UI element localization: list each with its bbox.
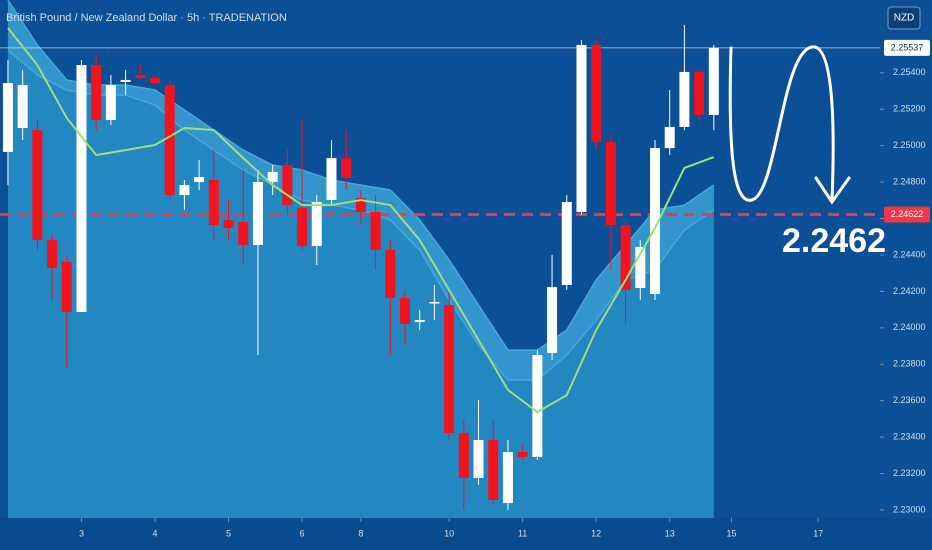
- x-tick-label: 12: [591, 528, 601, 538]
- candle-body: [47, 240, 58, 268]
- candle-body: [370, 212, 381, 251]
- candle-body: [488, 440, 499, 500]
- candle-body: [605, 142, 616, 225]
- candle-body: [414, 320, 425, 323]
- y-tick-label: 2.25000: [893, 140, 926, 150]
- y-tick-label: 2.24800: [893, 177, 926, 187]
- candle-body: [679, 71, 690, 127]
- candle-body: [194, 177, 205, 182]
- candle-body: [61, 261, 72, 313]
- candle-body: [179, 185, 190, 196]
- candle-body: [591, 44, 602, 143]
- currency-box: [887, 6, 921, 30]
- candle-body: [164, 85, 175, 196]
- x-tick-label: 11: [518, 528, 527, 538]
- candle-body: [150, 77, 160, 84]
- x-tick-label: 5: [226, 528, 231, 538]
- candle-body: [620, 224, 631, 290]
- y-tick-label: 2.23600: [893, 395, 926, 405]
- candle-body: [91, 65, 102, 121]
- x-axis-strip: [0, 518, 932, 550]
- candle-body: [355, 197, 366, 213]
- x-tick-label: 8: [358, 528, 363, 538]
- candle-body: [429, 301, 440, 304]
- x-tick-label: 15: [726, 528, 736, 538]
- x-tick-label: 17: [813, 528, 823, 538]
- candle-body: [708, 47, 719, 115]
- candle-body: [311, 201, 322, 247]
- candle-body: [458, 432, 469, 478]
- candle-body: [238, 222, 249, 245]
- candle-body: [400, 297, 410, 325]
- candle-body: [341, 158, 352, 178]
- candle-body: [120, 79, 131, 82]
- candle-body: [282, 165, 293, 206]
- x-tick-label: 4: [152, 528, 157, 538]
- y-tick-label: 2.24200: [893, 286, 926, 296]
- y-tick-label: 2.23000: [893, 504, 926, 514]
- candle-body: [223, 220, 234, 229]
- price-label-box: [884, 39, 930, 56]
- candle-body: [135, 75, 146, 78]
- candle-body: [664, 126, 675, 149]
- candle-body: [385, 250, 396, 298]
- currency-label: NZD: [894, 13, 915, 24]
- annotation: 2.2462: [782, 222, 886, 260]
- x-tick-label: 13: [665, 528, 675, 538]
- candle-body: [635, 246, 646, 288]
- candle-body: [532, 354, 543, 457]
- price-label-box: [884, 206, 930, 223]
- y-tick-label: 2.23800: [893, 359, 926, 369]
- y-tick-label: 2.23200: [893, 468, 926, 478]
- candle-body: [473, 440, 484, 478]
- candle-body: [547, 287, 558, 353]
- x-tick-label: 10: [444, 528, 454, 538]
- y-tick-label: 2.25400: [893, 67, 926, 77]
- candle-body: [517, 452, 528, 457]
- candle-body: [32, 130, 43, 241]
- price-label: 2.24622: [891, 209, 924, 219]
- candle-body: [576, 44, 587, 213]
- moving-average: [7, 27, 715, 414]
- candle-body: [444, 305, 455, 433]
- candle-body: [650, 148, 660, 294]
- candle-body: [694, 71, 705, 115]
- y-tick-label: 2.24400: [893, 249, 926, 259]
- candle-body: [208, 179, 219, 225]
- price-label: 2.25537: [891, 42, 924, 52]
- y-tick-label: 2.25200: [893, 104, 926, 114]
- plot-area: [0, 0, 880, 518]
- candle-body: [252, 181, 263, 245]
- candle-body: [502, 452, 513, 504]
- drawn-arrow: [728, 45, 851, 205]
- candle-body: [326, 158, 337, 200]
- y-tick-label: 2.23400: [893, 432, 926, 442]
- y-tick-label: 2.24000: [893, 322, 926, 332]
- chart-title: British Pound / New Zealand Dollar · 5h …: [6, 12, 287, 24]
- candle-body: [17, 85, 28, 129]
- candle-body: [105, 85, 116, 121]
- candle-body: [2, 83, 13, 152]
- candle-body: [267, 171, 278, 182]
- candle-body: [76, 65, 87, 313]
- candle-body: [297, 208, 308, 247]
- x-tick-label: 6: [300, 528, 305, 538]
- candle-body: [561, 201, 572, 286]
- x-tick-label: 3: [79, 528, 84, 538]
